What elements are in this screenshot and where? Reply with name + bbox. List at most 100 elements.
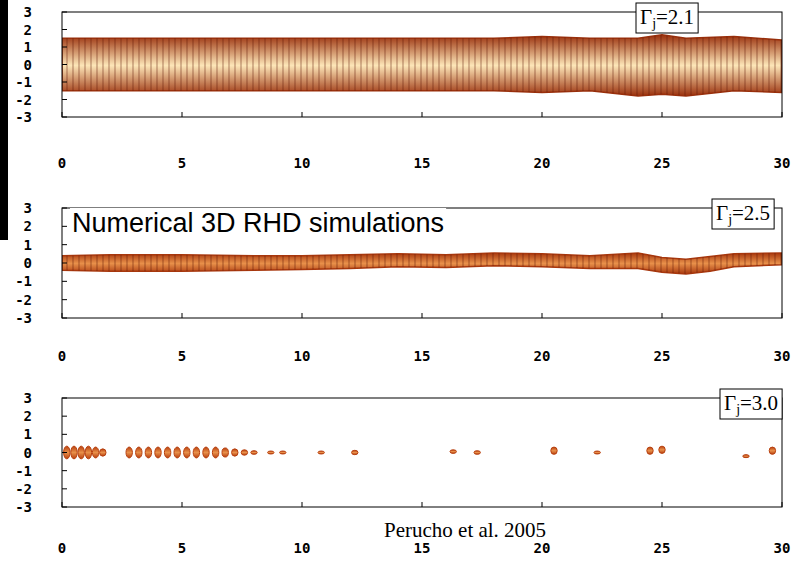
annotation-background [70,208,446,238]
x-tick [782,112,783,117]
title-background [636,3,698,33]
x-tick [62,502,63,507]
blob [251,451,257,455]
blob [222,448,228,457]
x-tick [542,313,543,318]
x-tick [542,502,543,507]
x-tick [182,112,183,117]
y-tick-label: -3 [15,109,32,125]
x-tick [422,502,423,507]
x-tick [782,502,783,507]
y-tick-label: -3 [15,310,32,326]
blob [71,446,77,459]
y-tick [62,12,67,13]
panel: -3-2-10123051015202530Γj=2.5Numerical 3D… [15,199,790,364]
x-tick-label: 30 [774,348,791,364]
annotation-background [382,518,548,542]
y-tick [62,117,67,118]
y-tick-label: -2 [15,292,32,308]
y-tick [62,507,67,508]
x-tick [302,502,303,507]
x-tick-label: 5 [178,540,186,556]
y-tick [62,263,67,264]
x-tick [662,112,663,117]
y-tick-label: 1 [24,426,32,442]
blob [155,447,161,458]
y-tick-label: 3 [24,390,32,406]
blob [203,447,209,458]
x-tick [662,313,663,318]
y-tick [62,244,67,245]
edge-strip [0,0,8,240]
x-tick [422,313,423,318]
y-tick-label: -1 [15,74,32,90]
blob [594,451,600,454]
x-tick-label: 15 [414,155,431,171]
y-tick-label: 3 [24,200,32,216]
x-tick [422,112,423,117]
plot-area [64,446,776,459]
blob [174,447,180,458]
y-tick [62,82,67,83]
blob [743,455,749,458]
x-tick-label: 25 [654,540,671,556]
jet-texture [62,35,782,96]
x-tick-label: 15 [414,540,431,556]
figure: -3-2-10123051015202530Γj=2.1-3-2-1012305… [0,0,808,561]
y-tick [62,416,67,417]
title-background [712,199,774,229]
blob [318,451,324,454]
blob [164,447,170,458]
panel-title: Γj=2.1 [640,5,694,31]
blob [241,450,247,455]
plot-area [62,35,782,96]
x-tick [182,502,183,507]
y-tick-label: 3 [24,4,32,20]
blob [474,451,480,455]
title-background [720,389,782,419]
y-tick-label: -3 [15,499,32,515]
x-tick [62,112,63,117]
blob [551,447,557,454]
blob [769,447,775,454]
jet-body [62,253,782,274]
x-tick-label: 5 [178,348,186,364]
blob [85,446,91,459]
y-tick-label: 0 [24,445,32,461]
blob [100,449,106,456]
y-tick-label: -2 [15,481,32,497]
blob [647,447,653,454]
y-tick-label: 1 [24,39,32,55]
x-tick-label: 15 [414,348,431,364]
plot-area [62,253,782,274]
x-tick [302,313,303,318]
annotation-group: Numerical 3D RHD simulations [70,208,446,238]
blob [212,447,218,458]
blob [450,450,456,454]
y-tick-label: 0 [24,255,32,271]
y-tick [62,299,67,300]
y-tick [62,318,67,319]
x-tick [62,313,63,318]
annotation: Perucho et al. 2005 [384,518,546,542]
y-tick [62,208,67,209]
panel: -3-2-10123051015202530Γj=2.1 [15,3,790,171]
axes-frame [62,398,782,507]
panel-title: Γj=2.5 [716,201,770,227]
y-tick [62,47,67,48]
y-tick-label: -1 [15,273,32,289]
blob [280,451,286,454]
blob [184,447,190,458]
y-tick-label: -1 [15,463,32,479]
x-tick-label: 10 [294,348,311,364]
x-tick [542,112,543,117]
blob [92,447,98,458]
y-tick [62,29,67,30]
y-tick [62,398,67,399]
y-tick [62,281,67,282]
x-tick [182,313,183,318]
x-tick-label: 0 [58,540,66,556]
x-tick-label: 10 [294,540,311,556]
panel-title-box: Γj=3.0 [720,389,782,419]
y-tick-label: -2 [15,92,32,108]
